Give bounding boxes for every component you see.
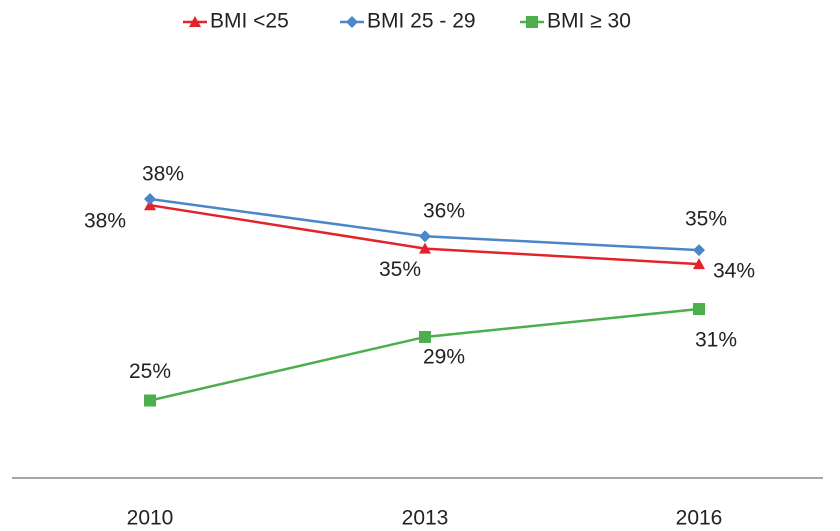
data-label: 35% [379, 258, 421, 281]
marker [419, 242, 431, 254]
data-label: 38% [84, 210, 126, 233]
data-label: 35% [685, 208, 727, 231]
marker [693, 303, 705, 316]
data-label: 34% [713, 260, 755, 283]
x-tick-label: 2010 [127, 507, 174, 530]
marker [346, 16, 358, 28]
marker [189, 16, 201, 27]
x-tick-label: 2013 [402, 507, 449, 530]
legend-label: BMI <25 [210, 10, 289, 33]
marker [144, 394, 156, 407]
data-label: 38% [142, 163, 184, 186]
marker [693, 244, 705, 257]
legend-label: BMI 25 - 29 [367, 10, 476, 33]
marker [693, 258, 705, 270]
data-label: 25% [129, 360, 171, 383]
marker [526, 16, 538, 28]
legend-label: BMI ≥ 30 [547, 10, 631, 33]
data-label: 36% [423, 200, 465, 223]
data-label: 31% [695, 329, 737, 352]
x-tick-label: 2016 [676, 507, 723, 530]
data-label: 29% [423, 345, 465, 368]
marker [419, 330, 431, 343]
marker [419, 230, 431, 243]
marker [144, 193, 156, 205]
